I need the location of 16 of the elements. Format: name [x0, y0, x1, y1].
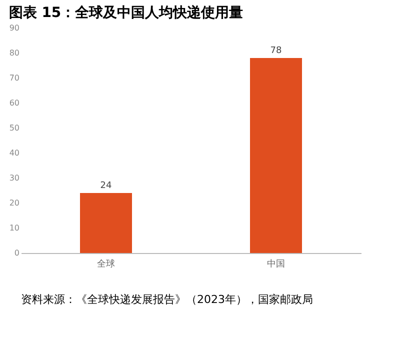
data-label: 24 [100, 181, 112, 191]
y-tick-label: 10 [9, 224, 20, 232]
y-tick-label: 50 [9, 124, 20, 132]
y-tick-label: 40 [9, 148, 20, 158]
y-tick-label: 70 [9, 74, 20, 82]
text: 资料来源：《全球快递发展报告》（2023年），国家邮政局 [21, 293, 313, 306]
y-tick-label: 30 [9, 174, 20, 182]
x-tick-label: 全球 [97, 258, 115, 270]
x-tick-label: 中国 [267, 258, 285, 270]
y-tick-label: 20 [9, 198, 20, 208]
data-label: 78 [270, 46, 282, 56]
chart-title: 图表 15：全球及中国人均快递使用量 [8, 4, 244, 21]
y-tick-label: 60 [9, 98, 20, 108]
y-tick-label: 90 [9, 24, 20, 32]
y-tick-label: 80 [9, 48, 20, 58]
y-tick-label: 0 [14, 248, 20, 258]
